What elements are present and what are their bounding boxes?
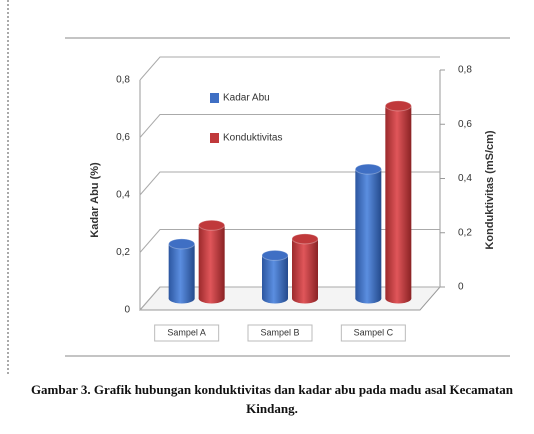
y2-tick-label: 0,8 (458, 65, 472, 76)
bar-body (355, 169, 382, 299)
y-axis-label: Kadar Abu (%) (89, 162, 101, 238)
bar-top (168, 238, 196, 250)
x-tick-label: Sampel A (167, 327, 206, 337)
y-tick-label: 0 (124, 305, 130, 316)
legend-label: Kadar Abu (223, 93, 270, 104)
x-tick-label: Sampel B (260, 327, 299, 337)
bar-body (292, 238, 318, 299)
legend-swatch (210, 93, 219, 103)
grid-line (139, 114, 440, 138)
y-tick-label: 0,2 (116, 247, 130, 258)
bar-top (261, 249, 289, 261)
y-tick-label: 0,6 (116, 132, 130, 143)
y-tick-label: 0,4 (116, 190, 130, 201)
bar-top (291, 233, 319, 245)
bar-body (168, 243, 195, 299)
legend-swatch (210, 133, 219, 143)
grid-line (139, 56, 440, 81)
y2-tick-label: 0,6 (458, 119, 472, 130)
y2-tick-label: 0 (458, 282, 464, 293)
bar-top (384, 100, 412, 112)
category-box (154, 324, 220, 342)
y-tick-label: 0,8 (116, 75, 130, 86)
chart: Kadar Abu (%) Konduktivitas (mS/cm) 0 0,2… (7, 0, 510, 375)
bar-body (385, 105, 412, 299)
y2-tick-label: 0,4 (458, 173, 472, 184)
caption: Gambar 3. Grafik hubungan konduktivitas … (30, 382, 514, 416)
bar-top (354, 163, 382, 175)
x-tick-label: Sampel C (354, 327, 394, 337)
bar-top (198, 219, 226, 231)
category-box (247, 324, 313, 342)
bar (291, 233, 319, 304)
grid-line (139, 171, 440, 196)
bar-body (262, 255, 288, 299)
y2-axis-label: Konduktivitas (mS/cm) (484, 130, 496, 250)
grid-line (139, 286, 440, 311)
bar (354, 163, 382, 304)
bar (261, 249, 289, 304)
bar (168, 238, 196, 304)
grid-line (139, 229, 440, 253)
category-box (340, 324, 406, 342)
y2-tick-label: 0,2 (458, 227, 472, 238)
legend-label: Konduktivitas (223, 133, 282, 144)
bar (198, 219, 226, 304)
bar (384, 100, 412, 304)
bar-body (198, 225, 225, 299)
